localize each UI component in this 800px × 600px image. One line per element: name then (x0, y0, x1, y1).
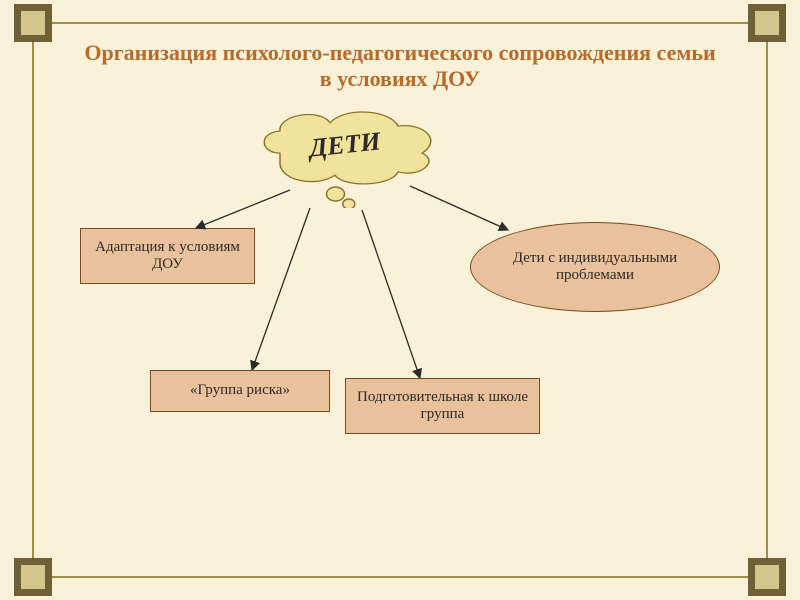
cloud-node-children: ДЕТИ (250, 108, 440, 208)
node-label: Дети с индивидуальными проблемами (479, 250, 711, 285)
node-individual-problems: Дети с индивидуальными проблемами (470, 222, 720, 312)
node-risk-group: «Группа риска» (150, 370, 330, 412)
corner-ornament (14, 4, 52, 42)
node-adaptation: Адаптация к условиям ДОУ (80, 228, 255, 284)
node-label: Подготовительная к школе группа (354, 389, 531, 424)
corner-ornament (14, 558, 52, 596)
node-label: Адаптация к условиям ДОУ (89, 239, 246, 274)
corner-ornament (748, 558, 786, 596)
corner-ornament (748, 4, 786, 42)
slide-title: Организация психолого-педагогического со… (80, 40, 720, 92)
node-preparatory-group: Подготовительная к школе группа (345, 378, 540, 434)
node-label: «Группа риска» (190, 382, 290, 399)
